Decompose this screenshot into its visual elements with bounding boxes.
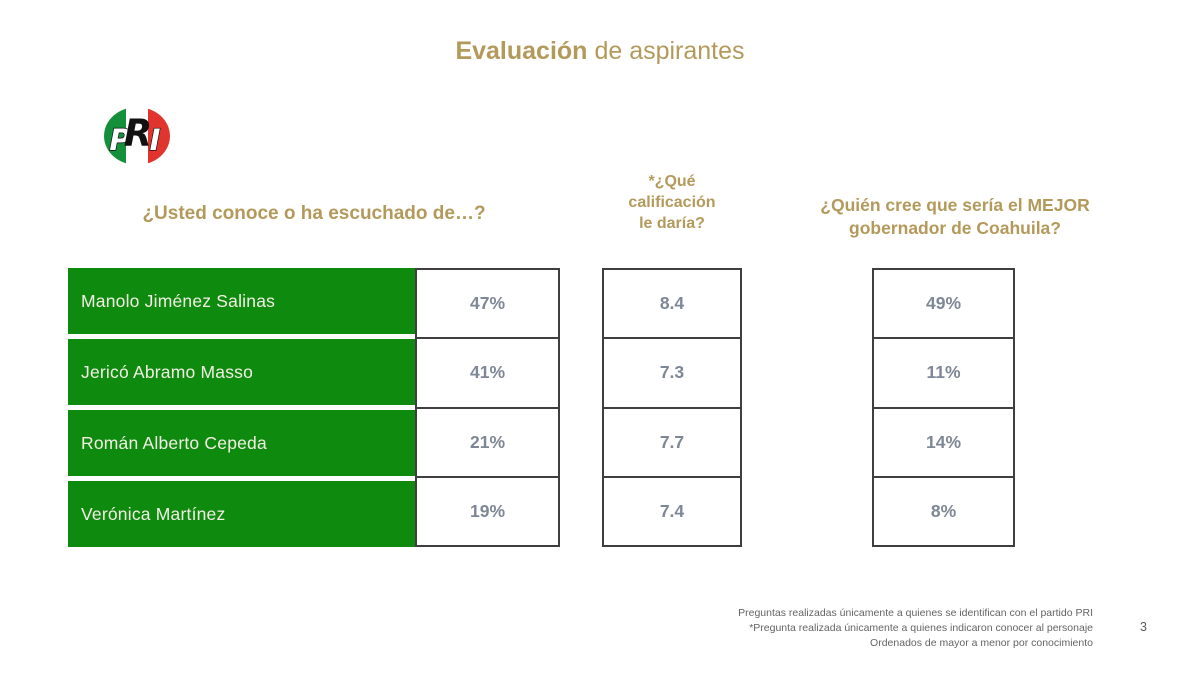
candidate-name: Jericó Abramo Masso — [68, 339, 415, 405]
page-title: Evaluación de aspirantes — [0, 37, 1200, 66]
calificacion-values-column: 8.4 7.3 7.7 7.4 — [602, 268, 742, 547]
header-line-1: ¿Quién cree que sería el MEJOR — [820, 195, 1090, 215]
pri-logo-icon: P R I — [104, 107, 170, 165]
conoce-values-column: 47% 41% 21% 19% — [415, 268, 560, 547]
mejor-value: 8% — [930, 500, 957, 521]
logo-letter-p: P — [109, 123, 130, 157]
header-line-2: calificación — [628, 193, 716, 211]
footnote-line-3: Ordenados de mayor a menor por conocimie… — [870, 637, 1093, 650]
column-header-calificacion: *¿Qué calificación le daría? — [597, 172, 747, 234]
header-line-1: *¿Qué — [648, 173, 696, 190]
mejor-value: 49% — [874, 270, 1013, 340]
column-header-conoce: ¿Usted conoce o ha escuchado de…? — [142, 203, 486, 224]
footnote-line-1: Preguntas realizadas únicamente a quiene… — [738, 607, 1093, 619]
page-number: 3 — [1140, 620, 1147, 634]
logo-letter-i: I — [150, 123, 161, 157]
page-title-rest: de aspirantes — [594, 37, 745, 65]
mejor-value: 14% — [874, 409, 1013, 478]
header-line-3: le daría? — [639, 214, 705, 232]
candidate-name: Román Alberto Cepeda — [68, 410, 415, 476]
footnotes: Preguntas realizadas únicamente a quiene… — [573, 606, 1093, 652]
calificacion-value: 7.3 — [604, 339, 740, 409]
candidate-name: Verónica Martínez — [68, 481, 415, 547]
calificacion-value: 7.4 — [659, 500, 685, 521]
page-title-emphasis: Evaluación — [455, 37, 588, 65]
column-header-mejor-gobernador: ¿Quién cree que sería el MEJOR gobernado… — [790, 194, 1120, 240]
conoce-value: 47% — [417, 270, 558, 340]
header-line-2: gobernador de Coahuila? — [849, 217, 1061, 238]
conoce-value: 21% — [417, 409, 558, 478]
mejor-value: 11% — [874, 339, 1013, 409]
candidate-name-column: Manolo Jiménez Salinas Jericó Abramo Mas… — [68, 268, 415, 552]
calificacion-value: 8.4 — [604, 270, 740, 340]
calificacion-value: 7.7 — [604, 409, 740, 478]
conoce-value: 41% — [417, 339, 558, 409]
logo-letter-r: R — [124, 112, 153, 155]
pri-logo: P R I — [101, 105, 179, 172]
candidate-name: Manolo Jiménez Salinas — [68, 268, 415, 334]
footnote-line-2: *Pregunta realizada únicamente a quienes… — [749, 622, 1093, 635]
mejor-gobernador-values-column: 49% 11% 14% 8% — [872, 268, 1015, 547]
conoce-value: 19% — [469, 500, 506, 521]
